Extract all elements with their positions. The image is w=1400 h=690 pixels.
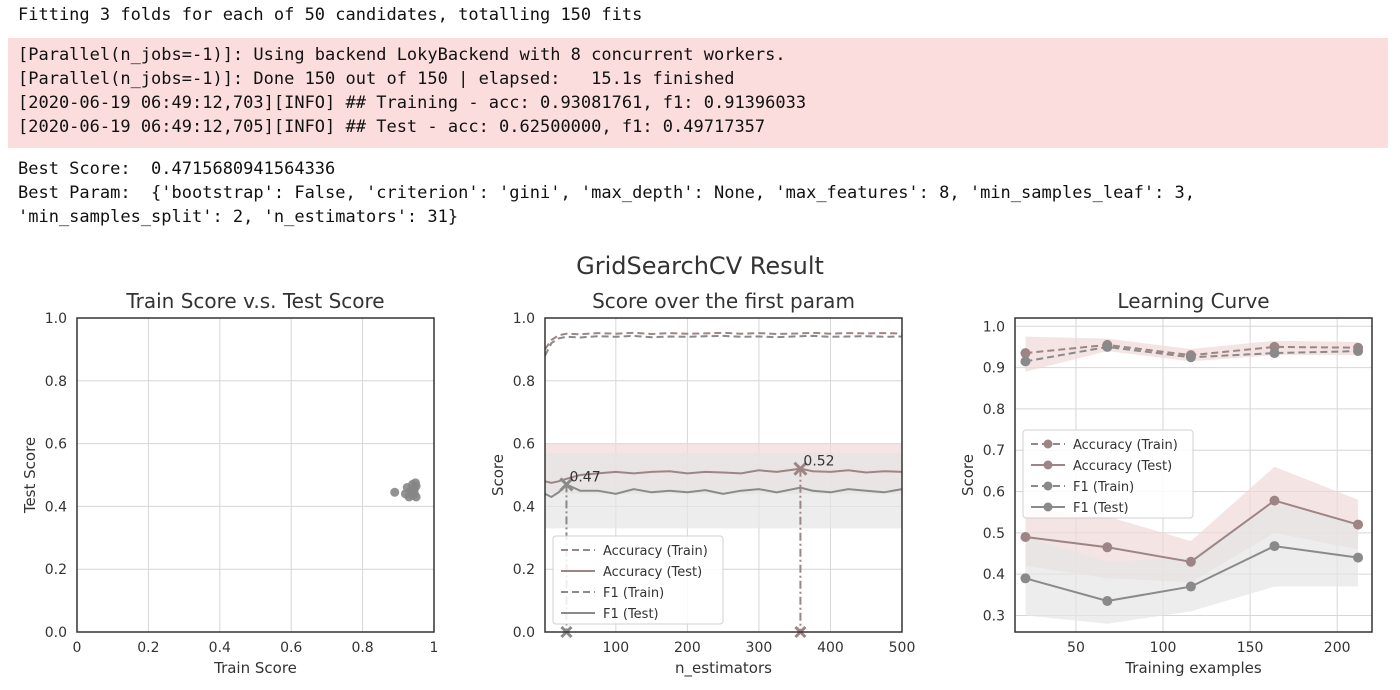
y-tick-label: 0.6 <box>513 437 535 453</box>
x-tick-label: 1 <box>430 640 439 656</box>
y-tick-label: 0.0 <box>45 625 67 641</box>
y-tick-label: 0.7 <box>983 443 1005 459</box>
x-tick-label: 0.4 <box>209 640 231 656</box>
axes-frame <box>544 317 903 633</box>
best-param-marker <box>793 461 808 476</box>
best-param-line: 'min_samples_split': 2, 'n_estimators': … <box>18 207 459 227</box>
data-point <box>1269 541 1280 552</box>
legend-label: F1 (Test) <box>1073 501 1129 516</box>
axes-frame <box>76 317 435 633</box>
scatter-point <box>411 492 421 502</box>
y-tick-label: 0.8 <box>45 374 67 390</box>
y-axis-label: Score <box>959 454 977 496</box>
data-point <box>1020 531 1031 542</box>
scatter-point <box>390 487 400 497</box>
x-tick-label: 0 <box>73 640 82 656</box>
legend-box <box>1022 429 1194 519</box>
legend-label: Accuracy (Test) <box>603 565 702 580</box>
y-tick-label: 0.0 <box>513 625 535 641</box>
y-tick-label: 0.9 <box>983 361 1005 377</box>
figure-suptitle: GridSearchCV Result <box>576 252 824 280</box>
y-axis-label: Test Score <box>21 437 39 514</box>
y-tick-label: 0.2 <box>45 562 67 578</box>
data-point <box>1269 348 1280 359</box>
best-param-line: Best Param: {'bootstrap': False, 'criter… <box>18 183 1196 203</box>
data-point <box>1020 356 1031 367</box>
x-tick-label: 0.2 <box>137 640 159 656</box>
y-tick-label: 1.0 <box>513 311 535 327</box>
legend-box <box>552 535 724 625</box>
y-tick-label: 0.8 <box>983 402 1005 418</box>
gridsearch-figure: GridSearchCV Result 0 0.2 0.4 0.6 0.8 1 0.0 0.2… <box>21 252 1373 678</box>
series-line-accuracy-train <box>544 331 903 350</box>
data-point <box>1020 348 1031 359</box>
x-tick-label: 200 <box>674 640 701 656</box>
data-point <box>1353 519 1364 530</box>
stderr-line: [2020-06-19 06:49:12,703][INFO] ## Train… <box>18 93 807 113</box>
series-line-accuracy-test <box>544 467 903 484</box>
y-tick-label: 1.0 <box>983 319 1005 335</box>
legend-label: Accuracy (Train) <box>603 544 708 559</box>
data-point <box>1020 573 1031 584</box>
legend-label: Accuracy (Test) <box>1073 459 1172 474</box>
x-tick-label: 150 <box>1237 640 1264 656</box>
y-axis-label: Score <box>489 454 507 496</box>
x-tick-label: 0.8 <box>351 640 373 656</box>
data-point <box>1269 495 1280 506</box>
data-point <box>1353 346 1364 357</box>
series-line-f1-test <box>544 483 903 499</box>
series-line-f1-train <box>544 334 903 357</box>
y-tick-label: 1.0 <box>45 311 67 327</box>
legend-label: F1 (Train) <box>1073 480 1134 495</box>
x-axis-label: Training examples <box>1124 659 1262 677</box>
legend-marker <box>1043 460 1053 470</box>
x-tick-label: 400 <box>817 640 844 656</box>
stderr-line: [Parallel(n_jobs=-1)]: Done 150 out of 1… <box>18 69 735 89</box>
y-tick-label: 0.6 <box>983 485 1005 501</box>
subplot-title: Train Score v.s. Test Score <box>125 289 384 313</box>
x-tick-label: 300 <box>746 640 773 656</box>
legend-label: Accuracy (Train) <box>1073 438 1178 453</box>
data-point <box>1102 596 1113 607</box>
data-point <box>1102 542 1113 553</box>
axes-frame <box>1014 317 1373 633</box>
legend-marker <box>1043 481 1053 491</box>
stderr-output-box <box>8 38 1388 148</box>
stderr-line: [Parallel(n_jobs=-1)]: Using backend Lok… <box>18 45 786 65</box>
legend-label: F1 (Test) <box>603 607 659 622</box>
subplot-title: Score over the first param <box>592 289 855 313</box>
y-tick-label: 0.4 <box>45 499 67 515</box>
legend-marker <box>1043 439 1053 449</box>
data-point <box>1185 556 1196 567</box>
x-tick-label: 500 <box>889 640 916 656</box>
scatter-point <box>410 478 420 488</box>
best-score-label: 0.52 <box>803 454 834 470</box>
x-tick-label: 200 <box>1324 640 1351 656</box>
stderr-line: [2020-06-19 06:49:12,705][INFO] ## Test … <box>18 117 766 137</box>
y-tick-label: 0.3 <box>983 608 1005 624</box>
best-score-line: Best Score: 0.4715680941564336 <box>18 159 336 179</box>
subplot-title: Learning Curve <box>1117 289 1269 313</box>
best-param-marker <box>559 477 574 492</box>
data-point <box>1185 352 1196 363</box>
y-tick-label: 0.6 <box>45 437 67 453</box>
y-tick-label: 0.8 <box>513 374 535 390</box>
x-tick-label: 50 <box>1067 640 1085 656</box>
y-tick-label: 0.4 <box>983 567 1005 583</box>
legend-marker <box>1043 502 1053 512</box>
x-axis-label: n_estimators <box>675 659 772 678</box>
legend-label: F1 (Train) <box>603 586 664 601</box>
x-tick-label: 100 <box>1150 640 1177 656</box>
y-tick-label: 0.5 <box>983 526 1005 542</box>
x-axis-label: Train Score <box>213 659 297 677</box>
data-point <box>1353 552 1364 563</box>
x-tick-label: 100 <box>602 640 629 656</box>
x-tick-label: 0.6 <box>280 640 302 656</box>
output-header-line: Fitting 3 folds for each of 50 candidate… <box>18 5 643 25</box>
y-tick-label: 0.4 <box>513 499 535 515</box>
best-score-label: 0.47 <box>569 469 600 485</box>
data-point <box>1185 581 1196 592</box>
data-point <box>1102 341 1113 352</box>
y-tick-label: 0.2 <box>513 562 535 578</box>
